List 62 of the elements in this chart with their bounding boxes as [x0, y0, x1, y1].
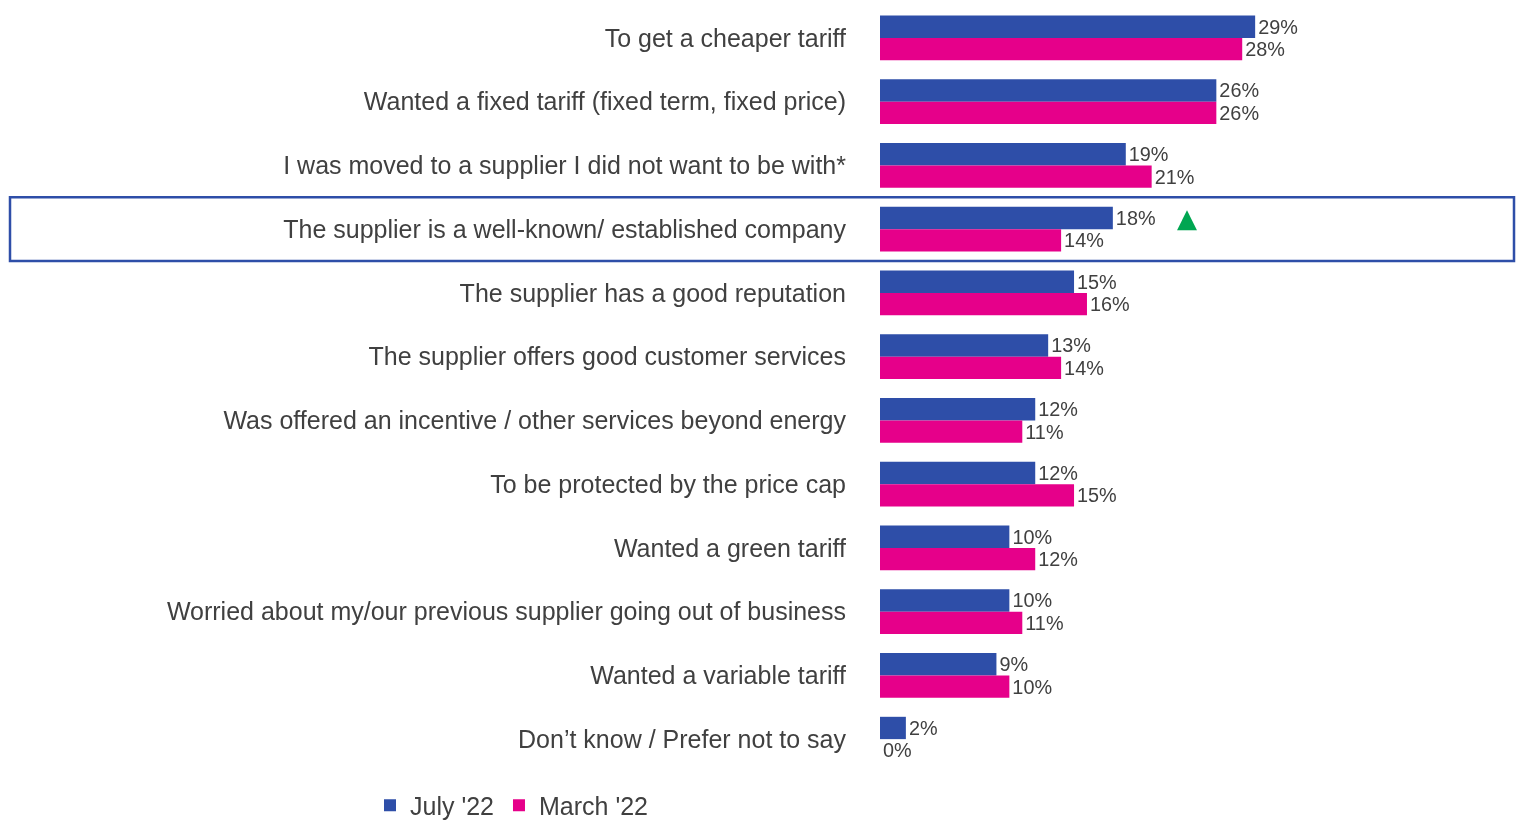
data-label: 15% [1077, 484, 1117, 507]
data-label: 18% [1115, 207, 1156, 229]
data-label: 12% [1038, 462, 1078, 484]
annotation: ▲ [1177, 203, 1197, 233]
bar [880, 547, 1036, 571]
legend-label: July '22 [410, 791, 494, 820]
bar [880, 165, 1152, 188]
bar [880, 675, 1010, 698]
legend-label: March '22 [538, 791, 648, 820]
bar [880, 292, 1087, 316]
bar [880, 420, 1023, 443]
bar [880, 15, 1256, 38]
data-label: 28% [1245, 38, 1285, 61]
y-tick-label: To get a cheaper tariff [604, 23, 847, 52]
y-tick-label: To be protected by the price cap [490, 469, 846, 498]
data-label: 19% [1128, 143, 1169, 166]
bar [880, 206, 1113, 230]
data-label: 10% [1012, 675, 1053, 698]
data-label: 12% [1038, 548, 1078, 571]
bar [880, 653, 997, 676]
data-label: 16% [1089, 293, 1130, 316]
data-label: 10% [1012, 589, 1053, 612]
y-tick-label: Wanted a fixed tariff (fixed term, fixed price) [363, 87, 846, 116]
y-tick-label: The supplier has a good reputation [459, 278, 846, 307]
bar [880, 589, 1010, 612]
bar [880, 334, 1049, 357]
data-label: 21% [1154, 165, 1195, 188]
data-label: 13% [1051, 334, 1091, 357]
data-label: 14% [1064, 229, 1104, 252]
bar [880, 611, 1023, 634]
bar [880, 270, 1075, 293]
y-tick-label: Was offered an incentive / other services beyond energy [223, 406, 847, 435]
data-label: 11% [1025, 420, 1064, 443]
data-label: 26% [1219, 101, 1260, 124]
y-tick-label: Don’t know / Prefer not to say [518, 724, 847, 753]
bar [880, 716, 906, 740]
y-tick-label: I was moved to a supplier I did not want to be with* [283, 151, 847, 180]
bar [880, 79, 1217, 102]
data-label: 2% [908, 717, 938, 739]
data-label: 29% [1258, 15, 1298, 38]
data-label: 0% [883, 739, 912, 762]
bar [880, 229, 1062, 252]
bar [880, 484, 1075, 507]
y-tick-label: Worried about my/our previous supplier going out of business [166, 597, 846, 626]
bar [880, 461, 1036, 485]
data-label: 11% [1025, 611, 1064, 634]
bar [880, 356, 1062, 379]
data-label: 9% [999, 653, 1029, 676]
data-label: 14% [1064, 356, 1104, 379]
data-label: 26% [1219, 79, 1260, 102]
data-label: 12% [1038, 398, 1078, 421]
data-label: 15% [1077, 270, 1117, 293]
bar [880, 143, 1126, 166]
y-tick-label: The supplier is a well-known/ established company [283, 214, 847, 243]
y-tick-label: The supplier offers good customer services [368, 342, 846, 371]
bar [880, 37, 1243, 61]
bar [880, 101, 1217, 124]
data-label: 10% [1012, 525, 1053, 548]
y-tick-label: Wanted a green tariff [613, 533, 847, 562]
bar [880, 398, 1036, 421]
y-tick-label: Wanted a variable tariff [590, 661, 847, 690]
bar [880, 525, 1010, 548]
